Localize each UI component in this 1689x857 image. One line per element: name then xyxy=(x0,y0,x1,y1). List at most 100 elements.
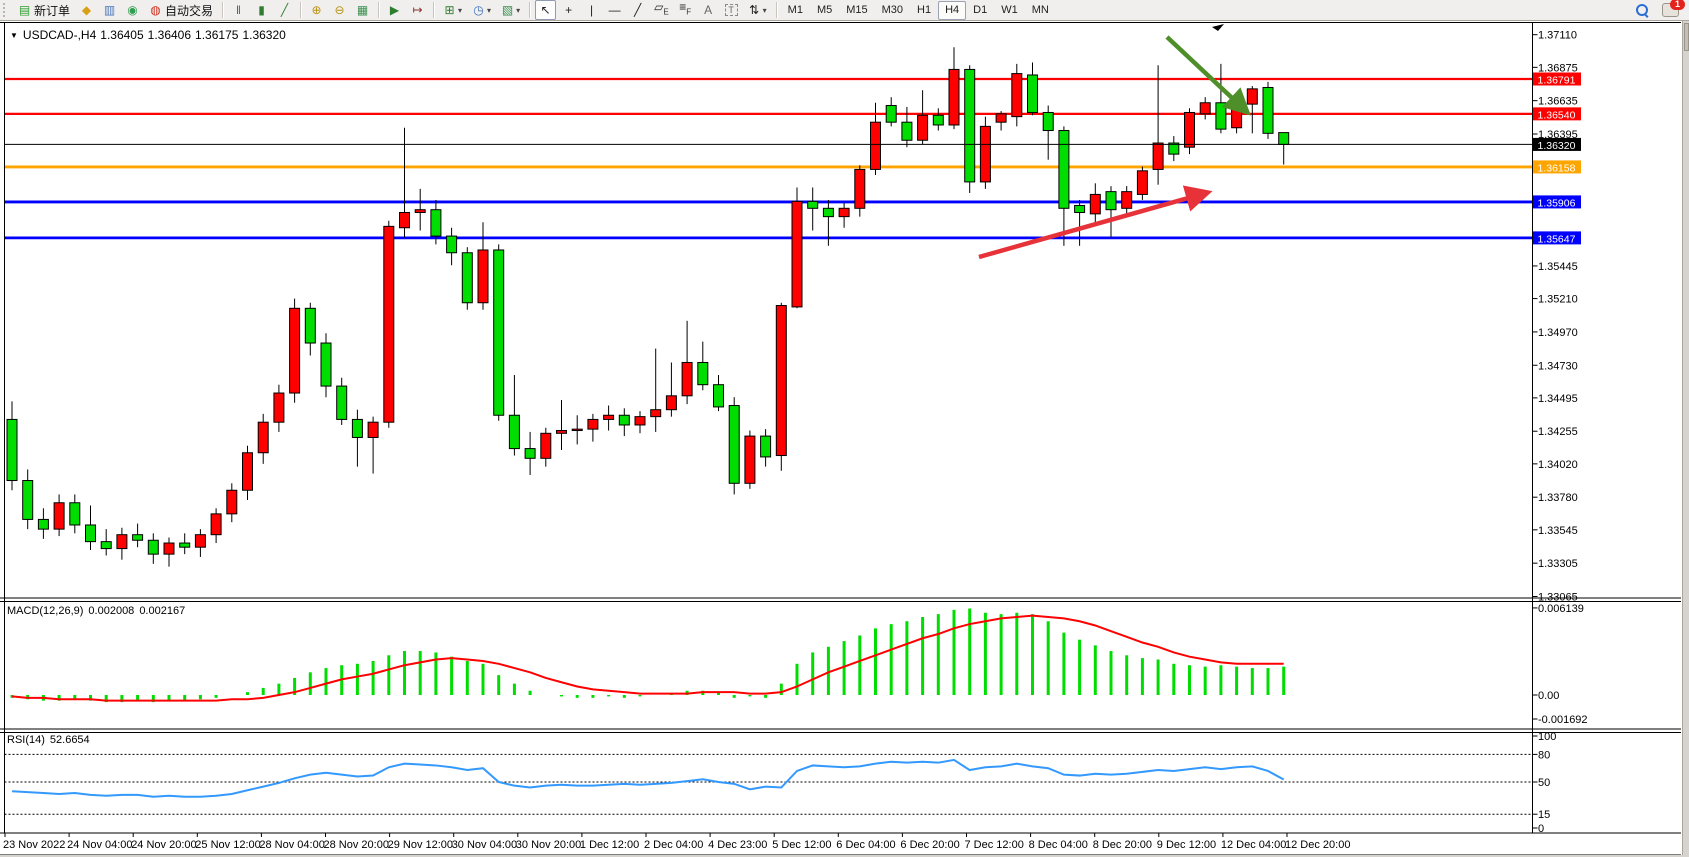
svg-text:1.36540: 1.36540 xyxy=(1538,109,1576,121)
cursor-button[interactable]: ↖ xyxy=(535,0,557,20)
notification-badge: 1 xyxy=(1670,0,1685,10)
chevron-down-icon[interactable]: ▾ xyxy=(487,5,492,15)
svg-text:1.36158: 1.36158 xyxy=(1538,162,1576,174)
svg-text:1.35445: 1.35445 xyxy=(1538,261,1578,273)
macd-indicator-label: MACD(12,26,9) 0.002008 0.002167 xyxy=(7,605,190,617)
blue-window-icon: ▥ xyxy=(103,3,116,17)
text-button[interactable]: A xyxy=(698,0,719,20)
toolbar-separator xyxy=(378,2,380,18)
zoom-out-button[interactable]: ⊖ xyxy=(329,0,350,20)
timeframe-m15-button[interactable]: M15 xyxy=(846,3,868,16)
chart-window[interactable]: 1.37110 1.36875 1.36635 1.36395 1.35445 1.352… xyxy=(0,21,1682,855)
market-window-button[interactable]: ▥ xyxy=(99,0,120,20)
timeframe-mn-button[interactable]: MN xyxy=(1031,3,1049,16)
main-toolbar: ▤ 新订单 ◆ ▥ ◉ ◍ 自动交易 ‖ ▮ ╱ ⊕ ⊖ ▦ ▶ ↦ ⊞ ▾ ◷ ▾ ▧ ▾ ↖ + | — ╱ ▱E ≡F A T ⇅ ▾ M… xyxy=(0,0,1689,21)
crosshair-button[interactable]: + xyxy=(558,0,579,20)
autotrading-button-label: 自动交易 xyxy=(165,3,214,18)
collapse-triangle-icon[interactable]: ▼ xyxy=(10,31,18,40)
toolbar-right-group: 1 xyxy=(1636,0,1689,18)
timeframe-w1-button[interactable]: W1 xyxy=(1001,3,1018,16)
timeframe-h4-button[interactable]: H4 xyxy=(938,0,967,20)
chart-shift-marker[interactable] xyxy=(1212,24,1224,31)
rsi-line xyxy=(11,758,1285,798)
period-button[interactable]: ◷ ▾ xyxy=(468,0,495,20)
text-label-button[interactable]: T xyxy=(721,0,742,20)
candles-layer xyxy=(6,47,1290,567)
macd-pane xyxy=(10,608,1286,703)
fibonacci-button[interactable]: ≡F xyxy=(675,0,696,20)
svg-text:80: 80 xyxy=(1538,749,1550,761)
svg-text:8 Dec 20:00: 8 Dec 20:00 xyxy=(1093,839,1152,851)
new-chart-button[interactable]: ⊞ ▾ xyxy=(439,0,466,20)
down-trend-arrow[interactable] xyxy=(1165,35,1251,116)
svg-text:1.33545: 1.33545 xyxy=(1538,525,1578,537)
horizontal-line-button[interactable]: — xyxy=(604,0,625,20)
svg-text:1.36875: 1.36875 xyxy=(1538,62,1578,74)
window-right-edge xyxy=(1682,21,1689,855)
svg-text:-0.001692: -0.001692 xyxy=(1538,714,1588,726)
svg-text:0.00: 0.00 xyxy=(1538,690,1559,702)
ohlc-high: 1.36406 xyxy=(147,28,192,42)
svg-text:1.33780: 1.33780 xyxy=(1538,492,1578,504)
price-badge xyxy=(1533,107,1581,121)
trendline-button[interactable]: ╱ xyxy=(627,0,648,20)
cursor-icon: ↖ xyxy=(540,3,551,17)
svg-text:29 Nov 12:00: 29 Nov 12:00 xyxy=(388,839,453,851)
search-icon[interactable] xyxy=(1636,4,1649,18)
chart-shift-button[interactable]: ↦ xyxy=(407,0,428,20)
template-button[interactable]: ▧ ▾ xyxy=(497,0,524,20)
yellow-diamond-icon: ◆ xyxy=(81,3,92,17)
clock-icon: ◷ xyxy=(473,3,484,17)
notifications-icon[interactable]: 1 xyxy=(1662,0,1685,17)
candlestick-icon: ▮ xyxy=(258,3,265,17)
new-order-button[interactable]: ▤ 新订单 xyxy=(14,0,74,20)
timeframe-m5-button[interactable]: M5 xyxy=(816,3,833,16)
auto-scroll-button[interactable]: ▶ xyxy=(384,0,405,20)
tile-windows-icon: ▦ xyxy=(356,3,369,17)
svg-text:15: 15 xyxy=(1538,809,1550,821)
svg-text:1.35647: 1.35647 xyxy=(1538,233,1576,245)
svg-text:28 Nov 20:00: 28 Nov 20:00 xyxy=(324,839,389,851)
svg-text:1.35906: 1.35906 xyxy=(1538,197,1576,209)
timeframe-d1-button[interactable]: D1 xyxy=(973,3,988,16)
vertical-line-button[interactable]: | xyxy=(581,0,602,20)
chevron-down-icon[interactable]: ▾ xyxy=(516,5,521,15)
chart-canvas[interactable]: 1.371101.368751.366351.363951.354451.352… xyxy=(0,21,1682,855)
svg-text:24 Nov 20:00: 24 Nov 20:00 xyxy=(131,839,196,851)
arrows-tool-icon: ⇅ xyxy=(749,3,760,17)
rsi-name: RSI(14) xyxy=(7,734,45,746)
svg-text:1.36791: 1.36791 xyxy=(1538,75,1576,87)
chevron-down-icon[interactable]: ▾ xyxy=(458,5,463,15)
channel-button[interactable]: ▱E xyxy=(650,0,673,20)
macd-signal-line xyxy=(11,614,1284,702)
up-trend-arrow[interactable] xyxy=(978,185,1213,260)
timeframe-h1-button[interactable]: H1 xyxy=(917,3,932,16)
price-badge xyxy=(1533,72,1581,86)
splitter-handle[interactable] xyxy=(1684,23,1689,51)
arrows-tool-button[interactable]: ⇅ ▾ xyxy=(744,0,771,20)
fibonacci-icon: ≡F xyxy=(679,0,692,17)
data-connection-button[interactable]: ◉ xyxy=(122,0,143,20)
macd-name: MACD(12,26,9) xyxy=(7,605,84,617)
toolbar-grip[interactable] xyxy=(3,3,9,17)
tile-windows-button[interactable]: ▦ xyxy=(352,0,373,20)
timeframe-m30-button[interactable]: M30 xyxy=(881,3,904,16)
toolbar-separator xyxy=(222,2,224,18)
svg-text:7 Dec 12:00: 7 Dec 12:00 xyxy=(965,839,1024,851)
zoom-in-button[interactable]: ⊕ xyxy=(306,0,327,20)
autotrading-button[interactable]: ◍ 自动交易 xyxy=(145,0,217,20)
chart-profile-button[interactable]: ◆ xyxy=(76,0,97,20)
new-order-icon: ▤ xyxy=(18,3,31,17)
chevron-down-icon[interactable]: ▾ xyxy=(762,5,767,15)
timeframe-m1-button[interactable]: M1 xyxy=(787,3,803,16)
line-chart-button[interactable]: ╱ xyxy=(274,0,295,20)
svg-text:0: 0 xyxy=(1538,823,1544,835)
svg-text:1.35210: 1.35210 xyxy=(1538,294,1578,306)
svg-text:50: 50 xyxy=(1538,777,1550,789)
auto-scroll-icon: ▶ xyxy=(389,3,400,17)
candlestick-chart-button[interactable]: ▮ xyxy=(251,0,272,20)
text-label-icon: T xyxy=(724,4,738,16)
bar-chart-button[interactable]: ‖ xyxy=(228,0,249,20)
svg-text:1.34495: 1.34495 xyxy=(1538,393,1578,405)
svg-text:4 Dec 23:00: 4 Dec 23:00 xyxy=(708,839,767,851)
